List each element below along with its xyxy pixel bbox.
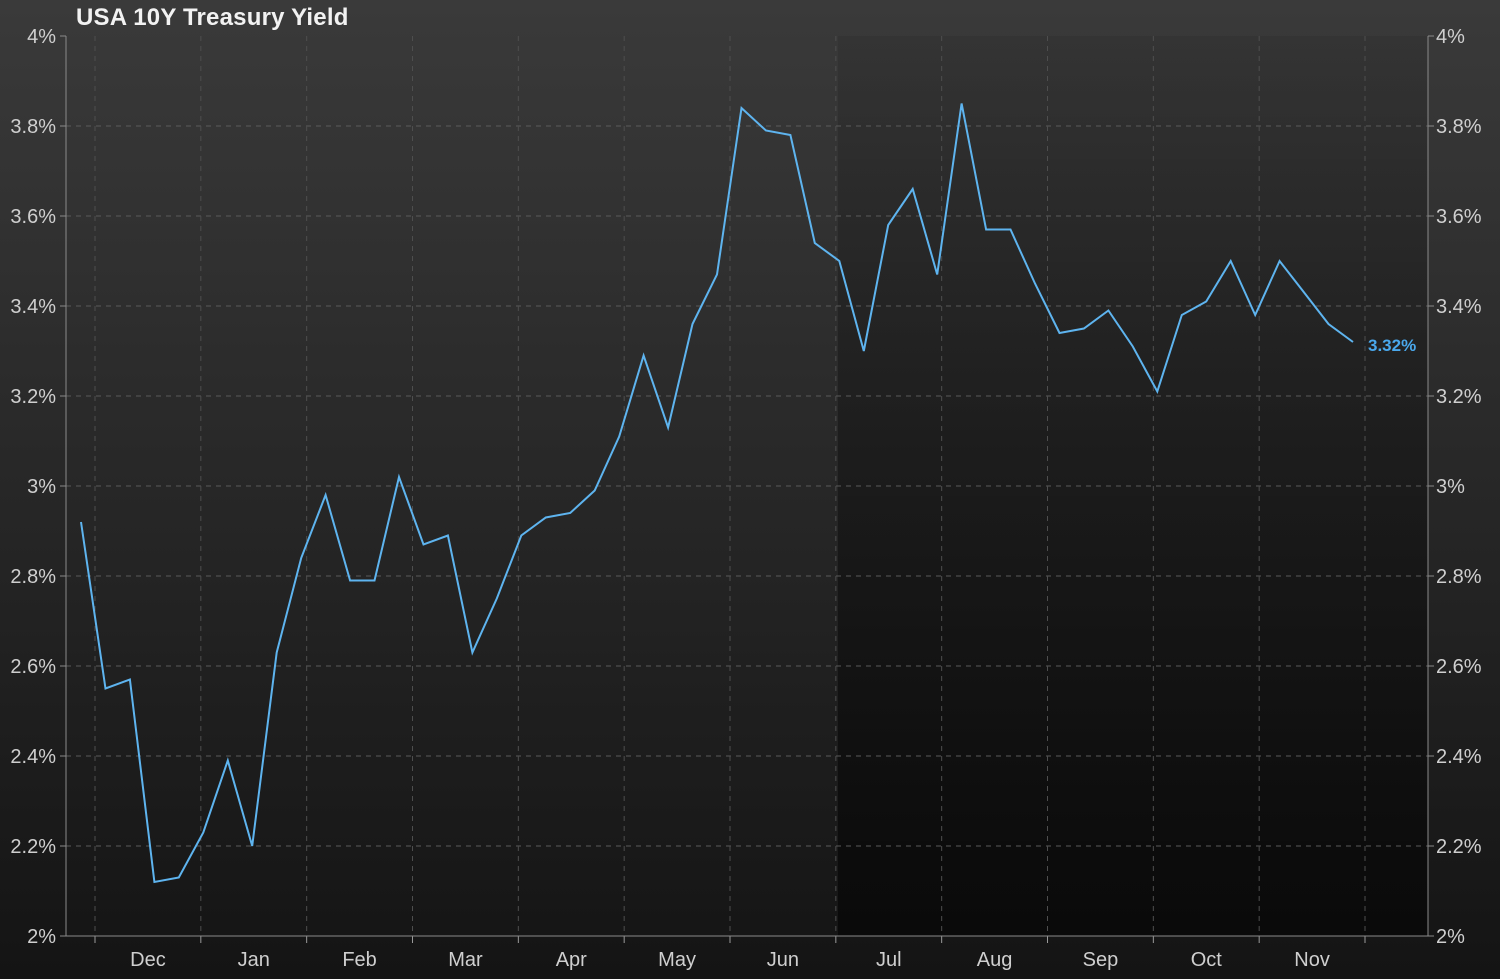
y-tick-label-left: 3.8% xyxy=(10,116,56,138)
x-tick-label: Dec xyxy=(130,949,166,971)
x-tick-label: Oct xyxy=(1191,949,1223,971)
y-tick-label-right: 3.4% xyxy=(1436,296,1482,318)
x-tick-label: Jul xyxy=(876,949,902,971)
y-tick-label-right: 2.2% xyxy=(1436,836,1482,858)
y-tick-label-right: 2.8% xyxy=(1436,566,1482,588)
y-tick-label-right: 3.8% xyxy=(1436,116,1482,138)
x-tick-label: Mar xyxy=(448,949,483,971)
y-tick-label-left: 4% xyxy=(27,26,56,48)
x-tick-label: Apr xyxy=(556,949,587,971)
y-tick-label-left: 2.2% xyxy=(10,836,56,858)
grid-lines xyxy=(66,36,1428,936)
y-tick-label-right: 2.6% xyxy=(1436,656,1482,678)
y-tick-label-left: 3.2% xyxy=(10,386,56,408)
series-line xyxy=(80,103,1354,884)
x-tick-label: Feb xyxy=(342,949,376,971)
chart-title: USA 10Y Treasury Yield xyxy=(76,4,349,31)
y-tick-label-left: 2% xyxy=(27,926,56,948)
x-tick-label: Sep xyxy=(1083,949,1119,971)
y-tick-label-left: 3% xyxy=(27,476,56,498)
y-tick-label-right: 2% xyxy=(1436,926,1465,948)
y-tick-label-right: 3% xyxy=(1436,476,1465,498)
x-tick-label: Jan xyxy=(238,949,270,971)
x-tick-label: May xyxy=(658,949,696,971)
y-tick-label-right: 4% xyxy=(1436,26,1465,48)
y-tick-label-right: 3.6% xyxy=(1436,206,1482,228)
x-tick-label: Jun xyxy=(767,949,799,971)
y-tick-label-left: 2.6% xyxy=(10,656,56,678)
y-tick-label-left: 2.8% xyxy=(10,566,56,588)
y-tick-label-right: 3.2% xyxy=(1436,386,1482,408)
series-lines xyxy=(80,103,1354,884)
y-tick-label-left: 2.4% xyxy=(10,746,56,768)
data-labels: 3.32% xyxy=(1368,336,1416,355)
y-tick-label-right: 2.4% xyxy=(1436,746,1482,768)
x-tick-label: Aug xyxy=(977,949,1013,971)
x-tick-label: Nov xyxy=(1294,949,1330,971)
y-tick-label-left: 3.4% xyxy=(10,296,56,318)
y-tick-label-left: 3.6% xyxy=(10,206,56,228)
axes xyxy=(60,35,1434,943)
last-value-label: 3.32% xyxy=(1368,336,1416,355)
tick-labels: 2% 2% 2.2% 2.2% 2.4% 2.4% 2.6% 2.6% 2.8% 2.8% 3% 3%… xyxy=(10,26,1481,971)
